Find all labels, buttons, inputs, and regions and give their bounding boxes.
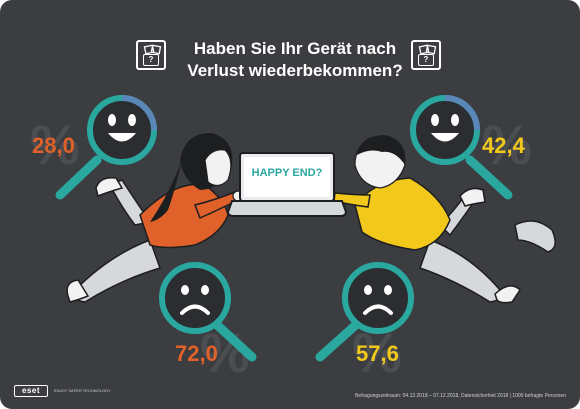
stat-sad-left: 72,0	[175, 341, 218, 366]
page-title: Haben Sie Ihr Gerät nach Verlust wiederb…	[175, 38, 415, 82]
magnifier-sad-right-icon	[315, 262, 414, 362]
stat-happy-left: 28,0	[32, 133, 75, 158]
eset-logo: eset	[14, 385, 48, 397]
stat-sad-right: 57,6	[356, 341, 399, 366]
magnifier-sad-left-icon	[159, 262, 257, 362]
ghost-percent-sign: %	[482, 113, 532, 176]
title-line-2: Verlust wiederbekommen?	[187, 61, 403, 80]
woman-figure	[66, 132, 244, 303]
source-note: Befragungszeitraum: 04.12.2018 – 07.12.2…	[355, 393, 566, 399]
title-line-1: Haben Sie Ihr Gerät nach	[193, 39, 397, 58]
laptop-screen-text: HAPPY END?	[251, 167, 323, 179]
question-mark-label: ?	[143, 54, 159, 66]
question-box-icon: ?	[136, 40, 166, 70]
man-figure	[321, 135, 556, 304]
ghost-percent-sign: %	[30, 113, 80, 176]
photo-cards-icon	[418, 44, 437, 55]
brand-tagline: ENJOY SAFER TECHNOLOGY	[54, 388, 111, 393]
stat-happy-right: 42,4	[482, 133, 525, 158]
question-mark-label: ?	[418, 54, 434, 66]
magnifier-happy-right-icon	[410, 95, 513, 200]
magnifier-happy-left-icon	[55, 95, 157, 200]
photo-cards-icon	[143, 44, 162, 55]
laptop-icon	[226, 152, 348, 217]
question-box-icon: ?	[411, 40, 441, 70]
